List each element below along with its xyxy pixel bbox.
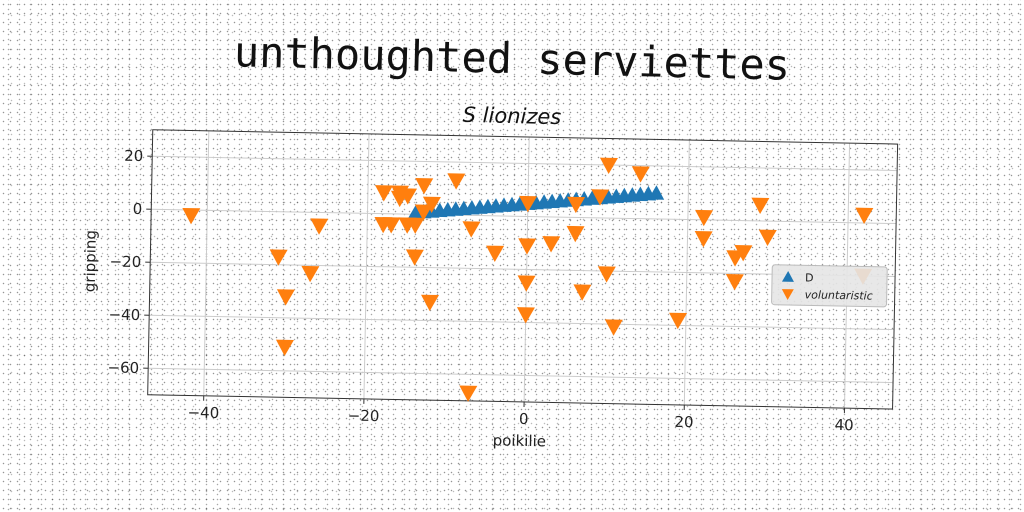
series-voluntaristic-point (725, 274, 744, 291)
series-voluntaristic-point (519, 195, 538, 213)
chart-title: unthoughted serviettes (233, 27, 791, 90)
series-voluntaristic-point (604, 319, 623, 336)
axis-ticks: −40 −20 0 20 40 20 0 −20 −40 −60 (107, 147, 854, 435)
series-voluntaristic-point (415, 177, 434, 195)
series-voluntaristic-point (269, 249, 288, 266)
scatter-chart: −40 −20 0 20 40 20 0 −20 −40 −60 poikilie grippin… (81, 129, 899, 450)
y-gridline (148, 367, 894, 384)
series-voluntaristic-point (518, 238, 537, 255)
series-voluntaristic-point (855, 207, 874, 224)
legend: D voluntaristic (771, 264, 888, 308)
x-tick-label: 40 (834, 416, 853, 434)
series-voluntaristic-point (734, 245, 753, 262)
series-voluntaristic-point (669, 312, 688, 330)
series-voluntaristic-point (447, 173, 466, 190)
series-voluntaristic-point (406, 217, 425, 234)
series-voluntaristic-point (599, 157, 618, 175)
series-voluntaristic-point (758, 229, 777, 246)
x-axis-label: poikilie (493, 431, 547, 450)
chart-area: −40 −20 0 20 40 20 0 −20 −40 −60 poikilie grippin… (56, 108, 923, 474)
series-voluntaristic-point (182, 207, 201, 225)
series-voluntaristic-point (405, 249, 424, 266)
x-tick-label: −40 (187, 403, 219, 422)
series-voluntaristic-point (517, 275, 536, 292)
series-voluntaristic-point (421, 294, 440, 312)
series-voluntaristic-point (591, 189, 610, 206)
y-gridline (151, 208, 897, 225)
legend-box (771, 264, 888, 308)
y-gridline (152, 155, 898, 172)
y-tick-label: −60 (107, 358, 139, 377)
series-voluntaristic-point (375, 185, 394, 202)
x-tick-label: 0 (519, 410, 529, 428)
series-voluntaristic-point (566, 225, 585, 243)
legend-label-voluntaristic: voluntaristic (805, 288, 873, 302)
series-voluntaristic-point (399, 188, 418, 205)
series-voluntaristic-point (275, 339, 294, 356)
series-voluntaristic-point (751, 197, 770, 215)
series-voluntaristic-point (542, 236, 561, 253)
x-tick-label: −20 (348, 407, 380, 426)
series-voluntaristic-point (695, 209, 714, 227)
series-voluntaristic-point (597, 266, 616, 283)
series-voluntaristic-point (414, 204, 433, 221)
y-tick-label: 20 (124, 147, 143, 165)
series-voluntaristic-point (382, 217, 401, 234)
series-voluntaristic-point (459, 385, 478, 402)
series-voluntaristic-point (310, 218, 329, 235)
series-voluntaristic-point (573, 284, 592, 301)
legend-label-d: D (805, 271, 814, 284)
x-tick-label: 20 (674, 413, 693, 431)
y-tick-label: −40 (108, 305, 140, 324)
y-axis-label: gripping (81, 230, 100, 292)
series-voluntaristic-point (486, 245, 505, 262)
y-tick-label: 0 (133, 200, 143, 218)
series-voluntaristic-point (462, 221, 481, 238)
y-gridline (150, 261, 896, 278)
series-voluntaristic-point (276, 289, 295, 306)
legend-marker-voluntaristic (781, 289, 794, 300)
series-voluntaristic-point (516, 307, 535, 324)
series-voluntaristic-point (567, 196, 586, 214)
series-voluntaristic-point (301, 265, 320, 283)
series-voluntaristic-point (422, 196, 441, 214)
series-d-point (648, 185, 665, 200)
series-voluntaristic-point (631, 166, 650, 183)
series-voluntaristic-point (694, 231, 713, 248)
y-gridline (149, 314, 895, 331)
data-series (182, 157, 874, 402)
y-tick-label: −20 (109, 252, 141, 271)
legend-marker-d (781, 270, 794, 282)
